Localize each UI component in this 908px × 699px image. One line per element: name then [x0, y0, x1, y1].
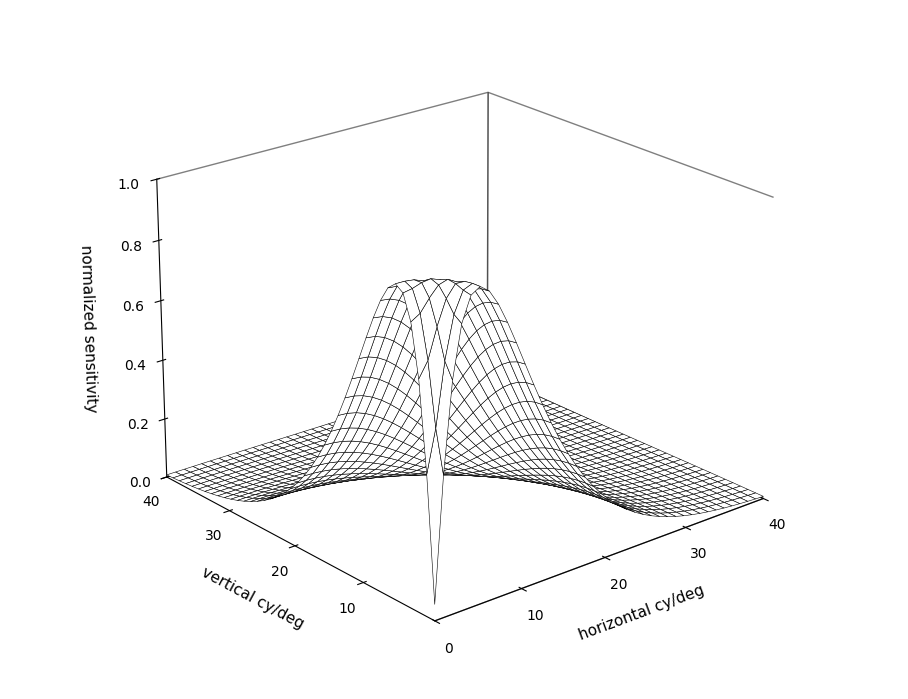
X-axis label: horizontal cy/deg: horizontal cy/deg [577, 583, 706, 643]
Y-axis label: vertical cy/deg: vertical cy/deg [199, 564, 306, 631]
